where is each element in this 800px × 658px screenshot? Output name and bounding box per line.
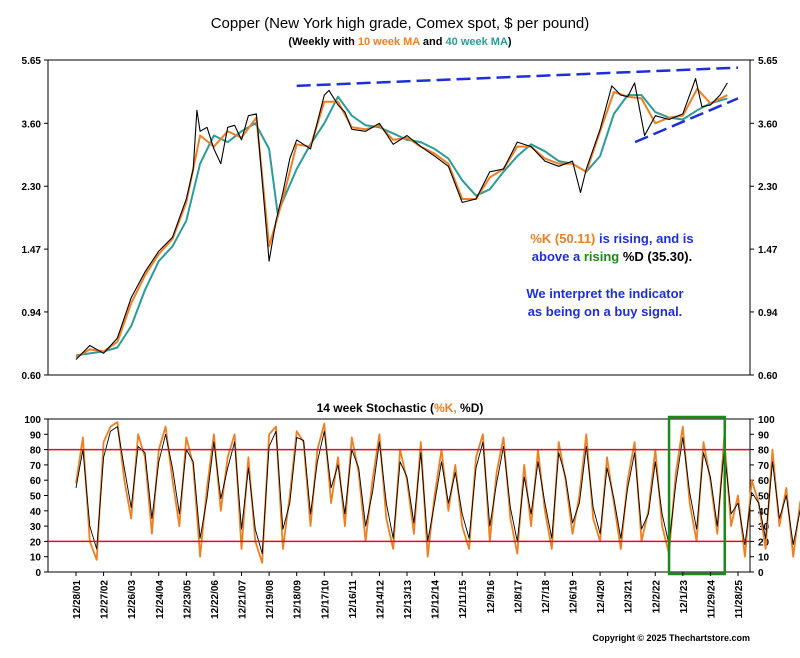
stoch-tick-label-left: 40: [30, 507, 42, 518]
k-line: [75, 421, 800, 564]
price-right-ticks: 5.65 3.60 2.30 1.47 0.94 0.60: [750, 56, 778, 382]
x-tick-label: 12/8/17: [513, 580, 524, 614]
k-value-label: %K (50.11): [530, 231, 595, 246]
x-tick-label: 12/13/13: [403, 580, 414, 619]
stoch-tick-label-left: 70: [30, 461, 42, 472]
price-chart-subtitle: (Weekly with 10 week MA and 40 week MA): [288, 36, 512, 48]
x-tick-label: 12/1/23: [679, 580, 690, 614]
price-tick-label-left: 0.94: [22, 308, 42, 319]
stoch-tick-label-left: 10: [30, 553, 42, 564]
ma10-line: [75, 87, 728, 359]
stoch-tick-label-right: 0: [758, 568, 764, 579]
highlight-box-group: [667, 415, 726, 576]
price-series: [75, 78, 728, 360]
stoch-tick-label-right: 80: [758, 446, 770, 457]
x-tick-label: 12/22/06: [210, 580, 221, 619]
x-tick-label: 12/18/09: [293, 580, 304, 619]
x-axis-labels: 12/28/01 12/27/02 12/26/03 12/24/04 12/23/05…: [72, 572, 745, 619]
x-tick-label: 12/26/03: [127, 580, 138, 619]
x-tick-label: 12/19/08: [265, 580, 276, 619]
x-tick-label: 12/11/15: [458, 580, 469, 619]
price-tick-label-right: 3.60: [758, 119, 778, 130]
x-tick-label: 11/29/24: [706, 580, 717, 619]
stoch-tick-label-left: 50: [30, 492, 42, 503]
annotation-line-3: We interpret the indicator: [526, 286, 683, 301]
price-tick-label-left: 0.60: [22, 371, 42, 382]
upper-trendline: [296, 66, 739, 88]
price-tick-label-right: 1.47: [758, 245, 778, 256]
x-tick-label: 12/28/01: [72, 580, 83, 619]
x-tick-label: 12/27/02: [100, 580, 111, 619]
d-line: [75, 426, 800, 555]
stoch-tick-label-right: 50: [758, 492, 770, 503]
x-tick-label: 12/9/16: [486, 580, 497, 614]
stoch-tick-label-right: 100: [758, 415, 775, 426]
x-tick-label: 12/24/04: [155, 580, 166, 619]
ma40-line: [75, 94, 728, 357]
x-tick-label: 12/4/20: [596, 580, 607, 614]
stochastic-series: [75, 421, 800, 564]
x-tick-label: 12/12/14: [431, 580, 442, 619]
x-tick-label: 12/16/11: [348, 580, 359, 619]
price-line: [75, 78, 728, 360]
x-tick-label: 12/14/12: [375, 580, 386, 619]
x-tick-label: 12/3/21: [624, 580, 635, 614]
stochastic-title: 14 week Stochastic (%K, %D): [317, 401, 484, 415]
price-tick-label-left: 5.65: [22, 56, 42, 67]
annotation-line-2: above a rising %D (35.30).: [532, 249, 692, 264]
x-tick-label: 12/23/05: [182, 580, 193, 619]
d-value-label: %D (35.30).: [619, 249, 692, 264]
annotation-line-1: %K (50.11) is rising, and is: [530, 231, 693, 246]
stoch-tick-label-left: 100: [24, 415, 41, 426]
lower-trendline: [634, 97, 739, 144]
stoch-tick-label-left: 30: [30, 522, 42, 533]
stoch-tick-label-right: 70: [758, 461, 770, 472]
x-tick-label: 12/6/19: [569, 580, 580, 614]
stoch-tick-label-left: 60: [30, 476, 42, 487]
x-tick-label: 12/21/07: [238, 580, 249, 619]
x-tick-label: 12/2/22: [651, 580, 662, 614]
price-left-ticks: 5.65 3.60 2.30 1.47 0.94 0.60: [22, 56, 48, 382]
stoch-tick-label-left: 80: [30, 446, 42, 457]
price-tick-label-left: 3.60: [22, 119, 42, 130]
copyright-text: Copyright © 2025 Thechartstore.com: [592, 633, 750, 643]
price-tick-label-right: 5.65: [758, 56, 778, 67]
ma40-legend: 40 week MA: [446, 36, 508, 48]
k-legend: %K,: [434, 401, 457, 415]
stoch-tick-label-left: 90: [30, 430, 42, 441]
stoch-tick-label-right: 10: [758, 553, 770, 564]
x-tick-label: 12/7/18: [541, 580, 552, 614]
stoch-tick-label-left: 20: [30, 537, 42, 548]
price-tick-label-right: 0.94: [758, 308, 778, 319]
stoch-tick-label-right: 90: [758, 430, 770, 441]
stoch-tick-label-left: 0: [35, 568, 41, 579]
annotation-line-4: as being on a buy signal.: [528, 304, 683, 319]
x-tick-label: 12/17/10: [320, 580, 331, 619]
price-tick-label-right: 2.30: [758, 182, 778, 193]
price-chart-title: Copper (New York high grade, Comex spot,…: [211, 15, 590, 32]
price-plot-area: [47, 59, 751, 376]
price-tick-label-left: 2.30: [22, 182, 42, 193]
d-legend: %D: [457, 401, 480, 415]
trendlines: [296, 66, 739, 144]
ma10-legend: 10 week MA: [358, 36, 420, 48]
price-tick-label-left: 1.47: [22, 245, 42, 256]
annotation-block: %K (50.11) is rising, and is above a ris…: [526, 231, 693, 319]
price-tick-label-right: 0.60: [758, 371, 778, 382]
stochastic-plot-area: [47, 418, 751, 573]
highlight-box: [667, 415, 726, 576]
stochastic-levels: [48, 448, 750, 543]
x-tick-label: 11/28/25: [734, 580, 745, 619]
stoch-tick-label-right: 40: [758, 507, 770, 518]
stoch-tick-label-right: 60: [758, 476, 770, 487]
